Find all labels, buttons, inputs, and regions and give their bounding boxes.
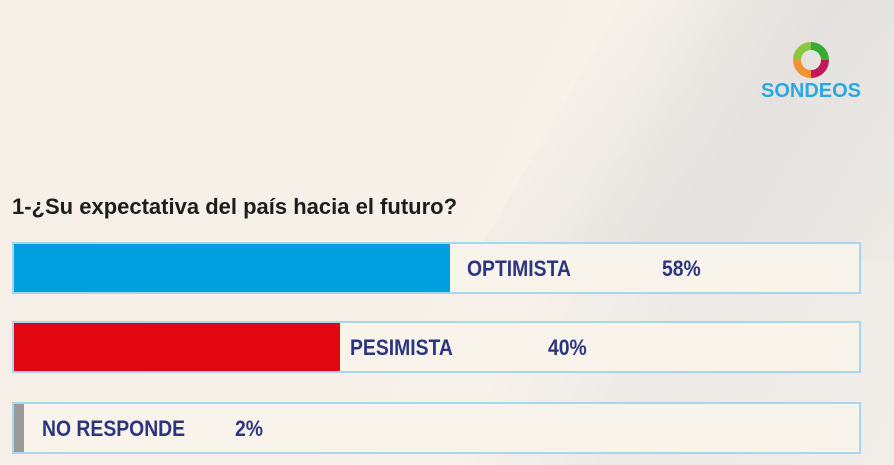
bar-label: NO RESPONDE	[42, 416, 186, 441]
bar-label: OPTIMISTA	[467, 256, 571, 281]
bar-value: 58%	[662, 256, 701, 281]
bar-value: 40%	[548, 335, 587, 360]
logo-ring-icon	[793, 42, 829, 78]
bar-label: PESIMISTA	[350, 335, 453, 360]
chart-title: 1-¿Su expectativa del país hacia el futu…	[12, 194, 458, 219]
bar-value: 2%	[235, 416, 263, 441]
bar-fill-optimista	[14, 244, 450, 292]
sondeos-logo: SONDEOS	[745, 38, 877, 110]
bar-fill-no-responde	[14, 404, 24, 452]
bar-optimista: OPTIMISTA 58%	[12, 242, 861, 294]
bar-fill-pesimista	[14, 323, 340, 371]
logo-text: SONDEOS	[760, 80, 862, 102]
bar-pesimista: PESIMISTA 40%	[12, 321, 861, 373]
bar-no-responde: NO RESPONDE 2%	[12, 402, 861, 454]
